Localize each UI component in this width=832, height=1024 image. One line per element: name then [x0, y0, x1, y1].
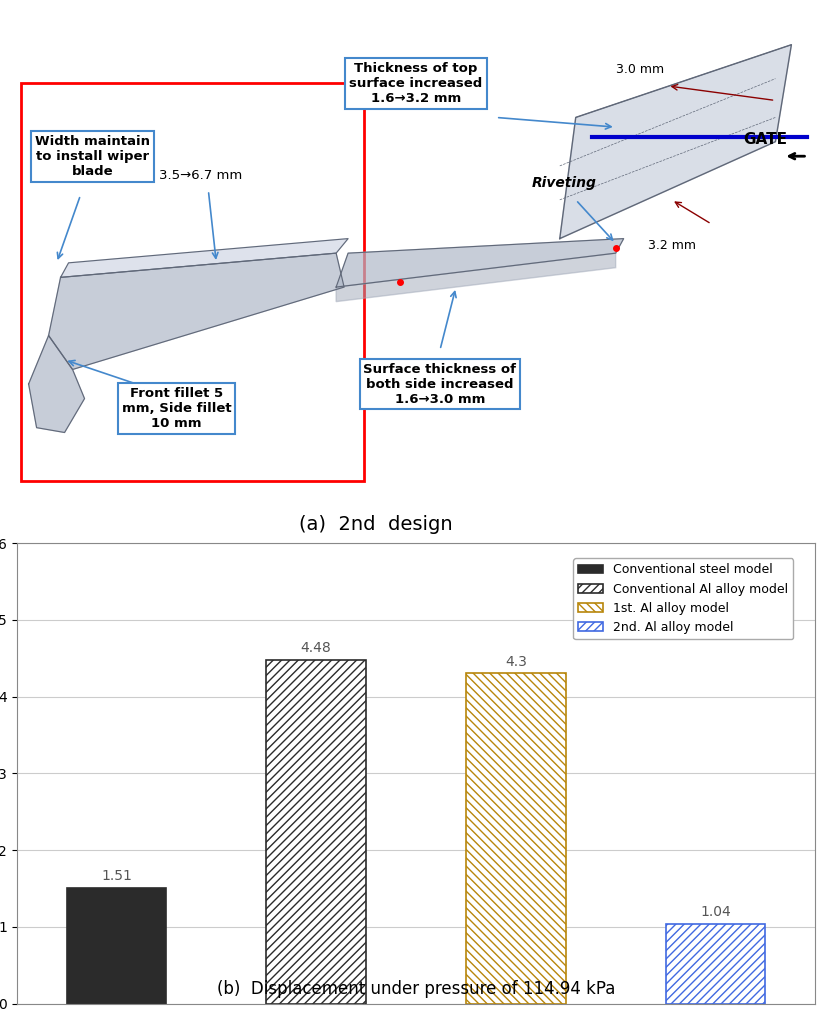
Text: Surface thickness of
both side increased
1.6→3.0 mm: Surface thickness of both side increased…: [364, 362, 517, 406]
Text: Width maintain
to install wiper
blade: Width maintain to install wiper blade: [35, 135, 150, 178]
Polygon shape: [560, 45, 791, 239]
Polygon shape: [61, 239, 348, 278]
Text: Thickness of top
surface increased
1.6→3.2 mm: Thickness of top surface increased 1.6→3…: [349, 62, 483, 105]
Polygon shape: [48, 253, 344, 370]
Text: 1.04: 1.04: [701, 905, 730, 920]
FancyBboxPatch shape: [21, 84, 364, 481]
Text: 4.3: 4.3: [505, 655, 527, 669]
Text: Front fillet 5
mm, Side fillet
10 mm: Front fillet 5 mm, Side fillet 10 mm: [121, 387, 231, 430]
Text: 3.2 mm: 3.2 mm: [647, 239, 696, 252]
Text: Riveting: Riveting: [532, 176, 597, 190]
Polygon shape: [336, 239, 624, 287]
Text: (a)  2nd  design: (a) 2nd design: [300, 515, 453, 534]
Text: GATE: GATE: [744, 131, 787, 146]
Polygon shape: [28, 336, 85, 432]
Bar: [466, 674, 566, 1004]
Bar: [266, 659, 366, 1004]
Text: 1.51: 1.51: [101, 869, 132, 883]
Text: 4.48: 4.48: [301, 641, 331, 655]
Bar: [67, 888, 166, 1004]
Bar: [666, 924, 765, 1004]
Text: 3.5→6.7 mm: 3.5→6.7 mm: [159, 169, 242, 182]
Legend: Conventional steel model, Conventional Al alloy model, 1st. Al alloy model, 2nd.: Conventional steel model, Conventional A…: [573, 558, 793, 639]
Polygon shape: [336, 253, 616, 302]
Text: 3.0 mm: 3.0 mm: [616, 63, 664, 76]
Text: (b)  Displacement under pressure of 114.94 kPa: (b) Displacement under pressure of 114.9…: [217, 980, 615, 998]
